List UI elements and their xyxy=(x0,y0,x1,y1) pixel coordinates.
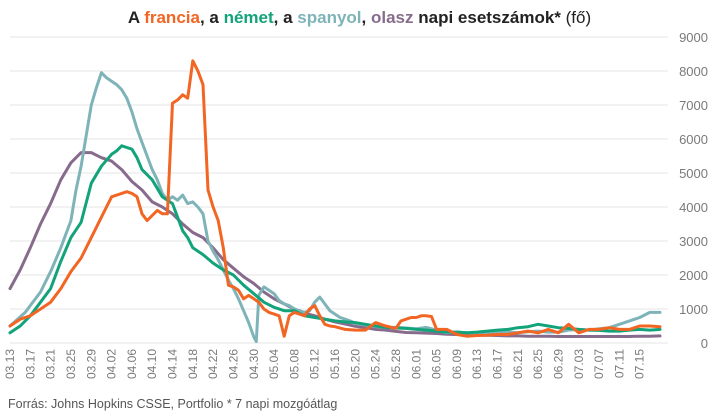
x-tick-label: 03.17 xyxy=(23,349,37,379)
x-tick-label: 04.22 xyxy=(206,349,220,379)
gridlines xyxy=(10,36,668,344)
y-tick-label: 6000 xyxy=(679,132,708,147)
y-tick-label: 9000 xyxy=(679,30,708,45)
x-tick-label: 05.24 xyxy=(369,349,383,379)
y-tick-label: 0 xyxy=(701,336,708,351)
x-tick-label: 05.28 xyxy=(389,349,403,379)
title-part: olasz xyxy=(370,8,414,27)
x-tick-label: 03.25 xyxy=(64,349,78,379)
x-tick-label: 05.20 xyxy=(348,349,362,379)
x-tick-label: 06.17 xyxy=(491,349,505,379)
x-tick-label: 07.03 xyxy=(572,349,586,379)
title-part: francia xyxy=(144,8,200,27)
x-tick-label: 06.01 xyxy=(409,349,423,379)
x-tick-label: 06.25 xyxy=(531,349,545,379)
x-tick-label: 06.09 xyxy=(450,349,464,379)
x-tick-label: 06.13 xyxy=(470,349,484,379)
x-tick-label: 05.12 xyxy=(308,349,322,379)
chart-title: A francia, a német, a spanyol, olasz nap… xyxy=(0,8,719,28)
y-tick-label: 3000 xyxy=(679,234,708,249)
x-tick-label: 04.02 xyxy=(105,349,119,379)
title-part: , a xyxy=(273,8,298,27)
title-part: (fő) xyxy=(560,8,592,27)
title-part: A xyxy=(127,8,145,27)
x-tick-label: 03.29 xyxy=(84,349,98,379)
x-tick-label: 06.29 xyxy=(551,349,565,379)
x-tick-label: 04.10 xyxy=(145,349,159,379)
x-tick-label: 05.16 xyxy=(328,349,342,379)
title-part: , a xyxy=(199,8,224,27)
title-part: napi esetszámok* xyxy=(413,8,561,27)
x-tick-label: 04.18 xyxy=(186,349,200,379)
y-tick-label: 2000 xyxy=(679,268,708,283)
x-tick-label: 04.06 xyxy=(125,349,139,379)
y-tick-label: 7000 xyxy=(679,98,708,113)
source-note: Forrás: Johns Hopkins CSSE, Portfolio * … xyxy=(8,397,338,411)
x-tick-label: 05.08 xyxy=(287,349,301,379)
title-part: német xyxy=(223,8,274,27)
y-axis-ticks: 0 1000 2000 3000 4000 5000 6000 7000 8000 9000 xyxy=(679,30,708,351)
title-part: spanyol xyxy=(297,8,362,27)
x-tick-label: 06.05 xyxy=(430,349,444,379)
x-tick-label: 07.15 xyxy=(633,349,647,379)
series-line-2 xyxy=(8,144,662,335)
x-tick-label: 07.07 xyxy=(592,349,606,379)
y-tick-label: 5000 xyxy=(679,166,708,181)
x-tick-label: 05.04 xyxy=(267,349,281,379)
series-line-3 xyxy=(8,59,662,338)
y-tick-label: 8000 xyxy=(679,64,708,79)
series-line-1 xyxy=(8,71,662,344)
title-part: , xyxy=(361,8,371,27)
x-axis-ticks: 03.13 03.17 03.21 03.25 03.29 04.02 04.06 04.10… xyxy=(3,349,647,379)
x-tick-label: 03.13 xyxy=(3,349,17,379)
x-tick-label: 04.14 xyxy=(166,349,180,379)
series-lines xyxy=(8,59,662,344)
x-tick-label: 04.26 xyxy=(226,349,240,379)
y-tick-label: 1000 xyxy=(679,302,708,317)
y-tick-label: 4000 xyxy=(679,200,708,215)
x-tick-label: 06.21 xyxy=(511,349,525,379)
x-tick-label: 03.21 xyxy=(44,349,58,379)
x-tick-label: 04.30 xyxy=(247,349,261,379)
x-tick-label: 07.11 xyxy=(612,349,626,378)
